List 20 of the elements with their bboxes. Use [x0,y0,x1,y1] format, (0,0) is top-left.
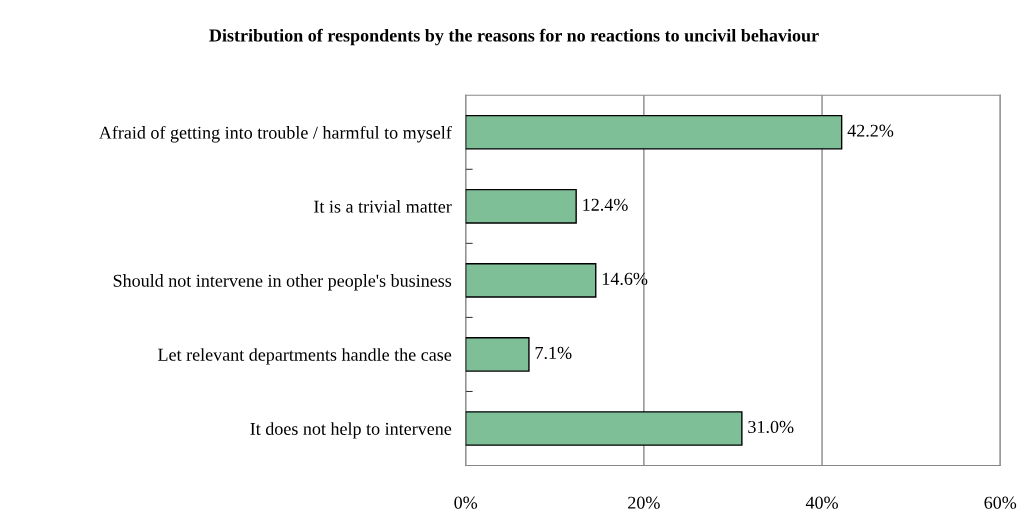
x-tick-label: 0% [454,496,478,509]
x-tick-label: 40% [805,496,838,509]
x-tick-label: 60% [984,496,1017,509]
data-label: 31.0% [748,420,794,434]
y-tick-label: It does not help to intervene [250,422,452,439]
data-label: 7.1% [535,346,572,360]
bar [465,337,530,372]
bar [465,411,743,446]
data-label: 12.4% [583,198,628,211]
chart-title: Distribution of respondents by the reasons for no reactions to uncivil behaviour [209,28,819,46]
y-tick-label: Afraid of getting into trouble / harmful to myself [98,125,452,143]
data-label: 42.2% [847,124,894,137]
bar [465,188,577,224]
bar [465,114,843,150]
y-tick-label: Let relevant departments handle the case [158,348,452,365]
x-tick-label: 20% [628,496,660,509]
data-label: 14.6% [602,272,648,285]
bar [465,263,597,298]
y-tick-label: Should not intervene in other people's business [113,274,452,291]
y-tick-label: It is a trivial matter [314,200,452,213]
